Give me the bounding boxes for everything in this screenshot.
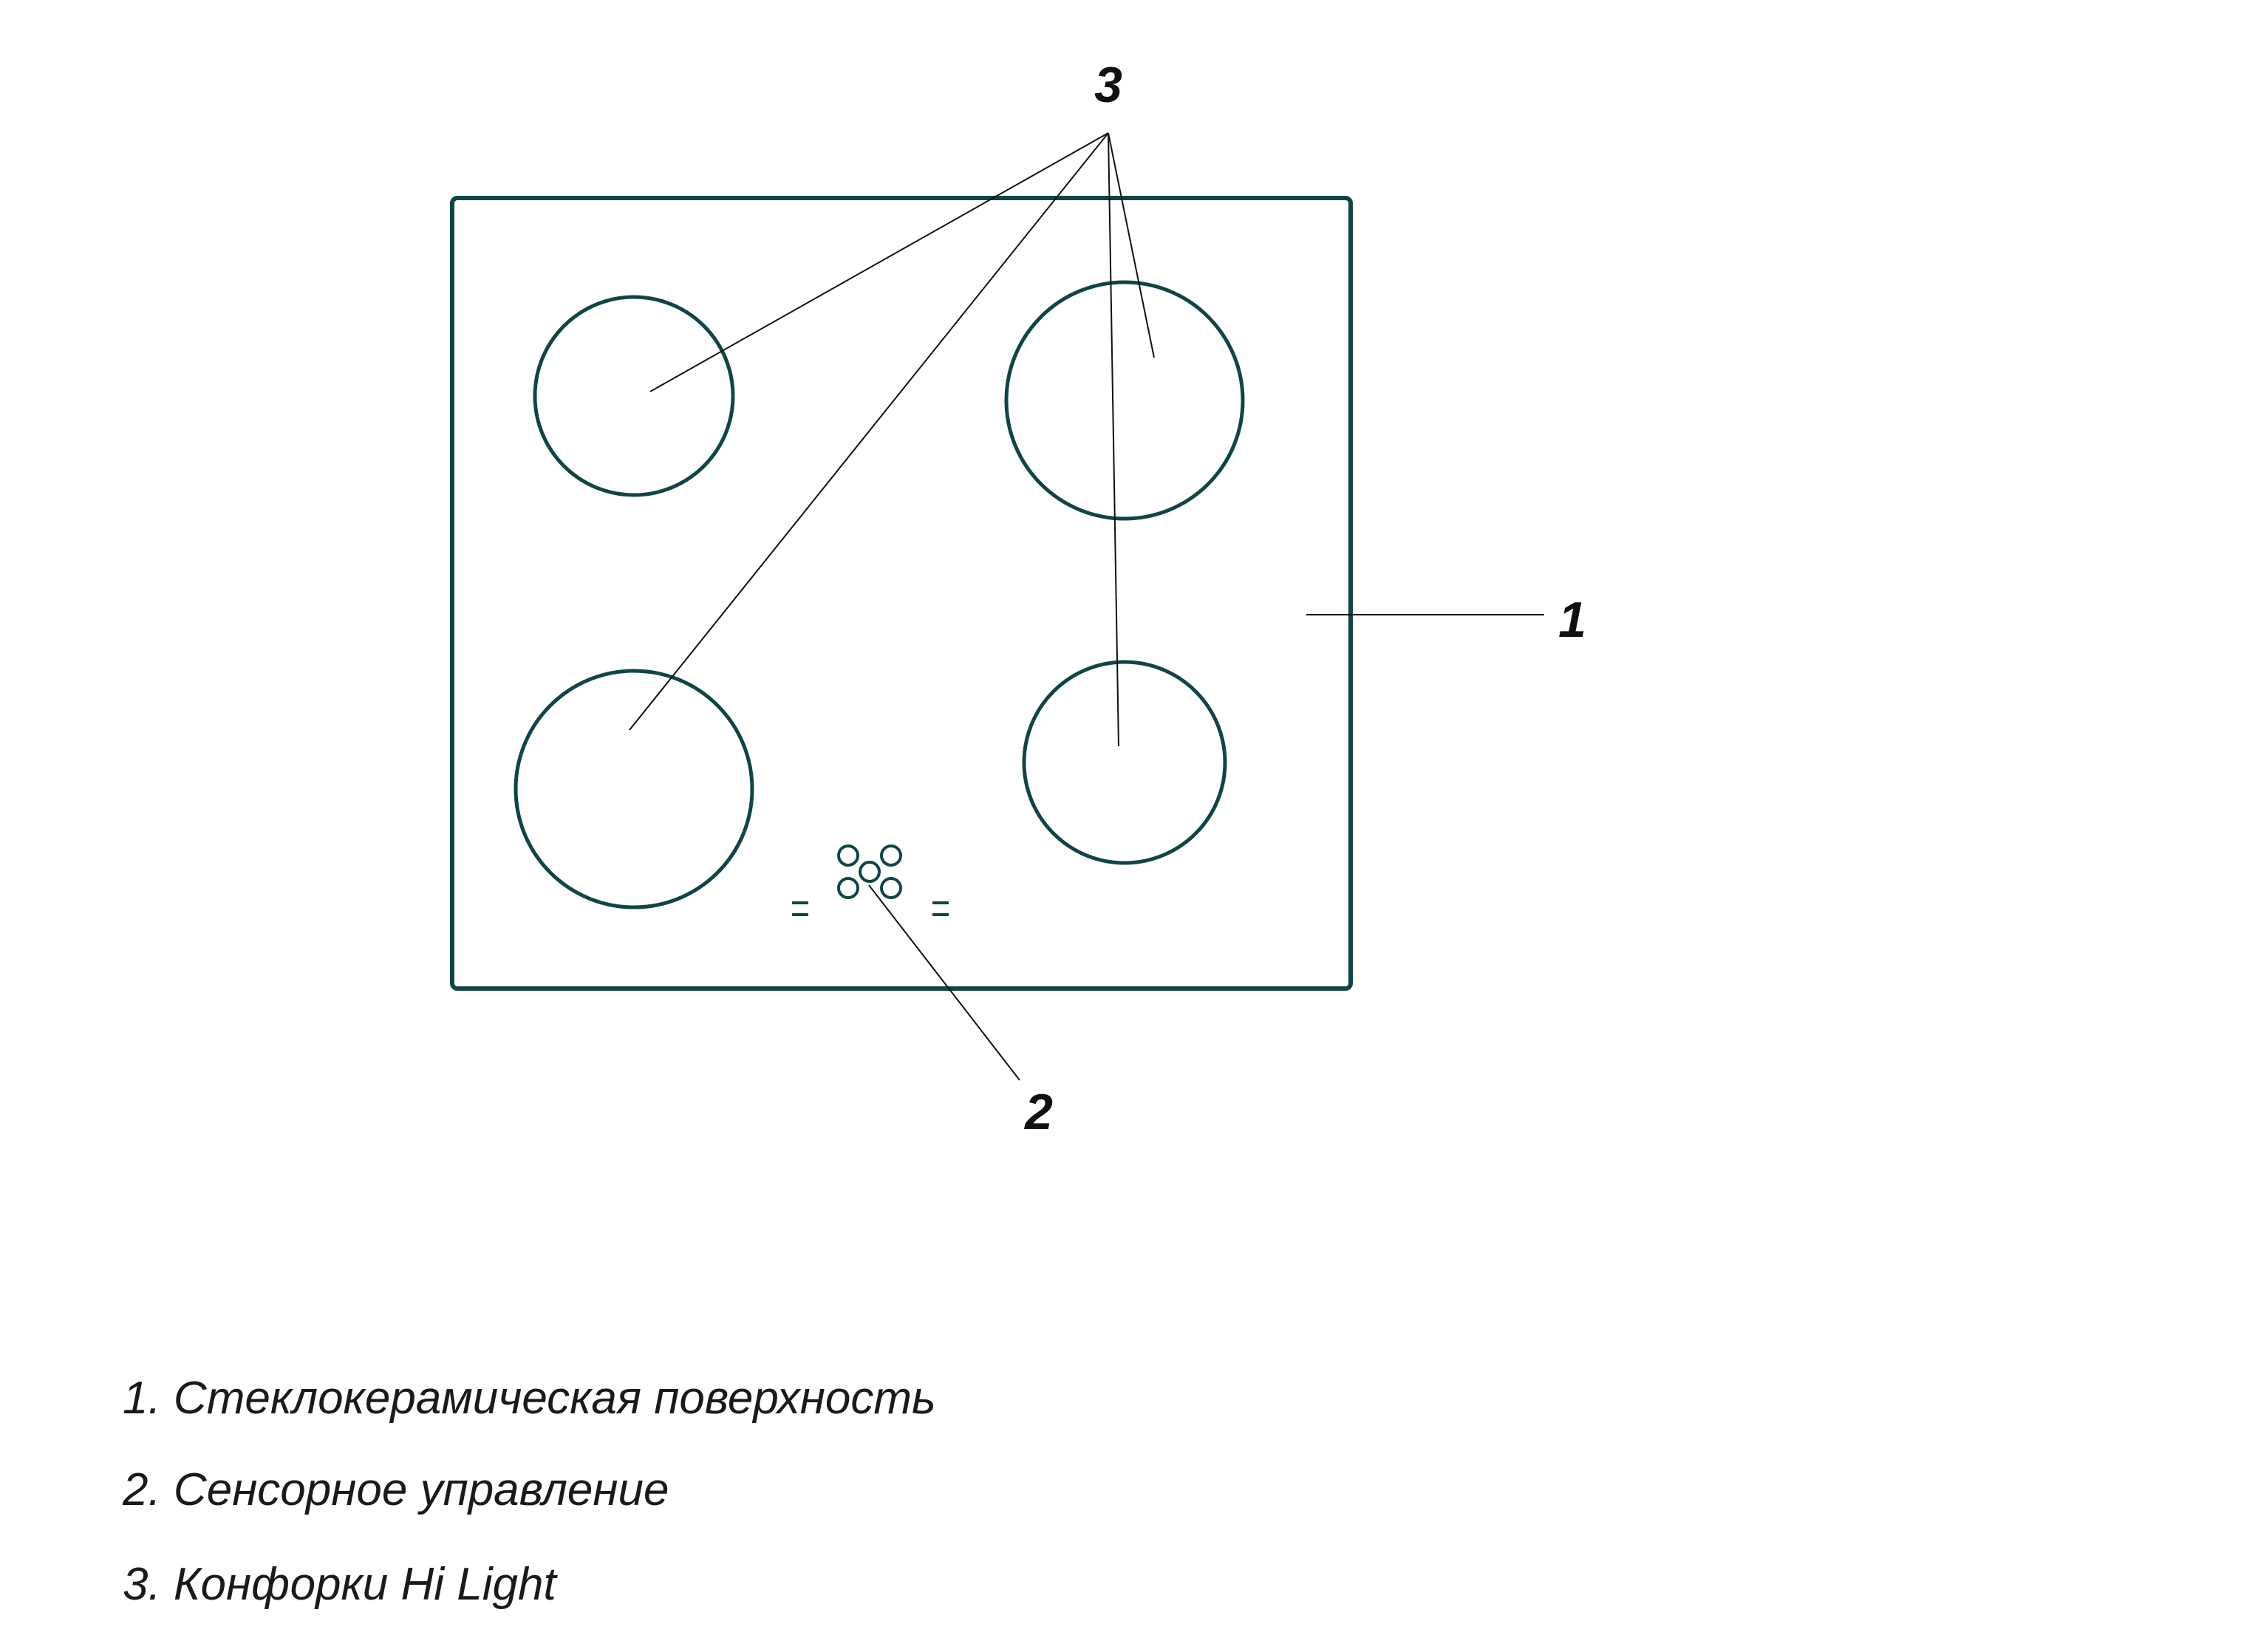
touch-control-panel xyxy=(792,844,949,916)
touch-button-icon xyxy=(880,844,902,867)
legend-item-surface: 1. Стеклокерамическая поверхность xyxy=(123,1373,936,1424)
burner-leader-lines xyxy=(629,132,1155,747)
burner-top-left xyxy=(533,295,735,497)
callout-2-label: 2 xyxy=(1023,1084,1053,1140)
callout-3-label: 3 xyxy=(1094,57,1122,113)
glass-ceramic-surface xyxy=(450,196,1353,991)
burner-bottom-right xyxy=(1022,660,1227,865)
touch-button-icon xyxy=(837,877,859,899)
equals-indicator-icon xyxy=(792,901,808,916)
equals-indicator-icon xyxy=(932,901,949,916)
burner-bottom-left xyxy=(514,669,754,909)
controls-leader-line xyxy=(868,884,1020,1081)
touch-button-icon xyxy=(837,844,859,867)
touch-button-icon xyxy=(880,877,902,899)
touch-button-icon xyxy=(859,861,881,883)
legend-item-burners: 3. Конфорки Hi Light xyxy=(123,1559,556,1610)
callout-1-label: 1 xyxy=(1558,592,1586,648)
burner-top-right xyxy=(1004,280,1245,521)
legend-item-controls: 2. Сенсорное управление xyxy=(123,1464,669,1515)
